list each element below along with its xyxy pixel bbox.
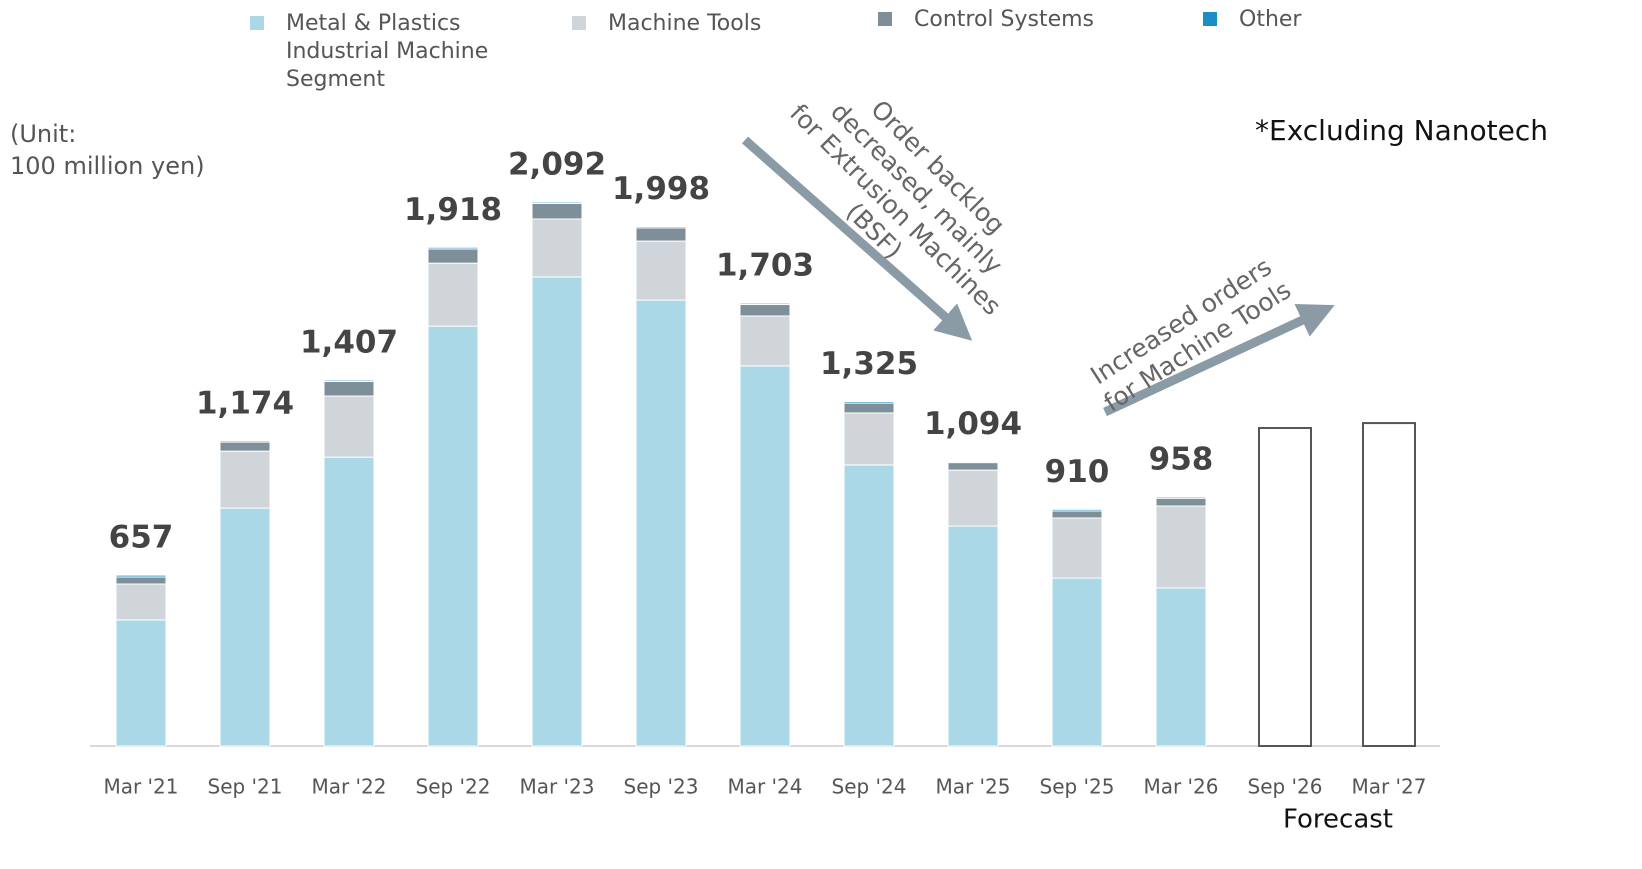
x-tick-label: Mar '24 (727, 775, 802, 799)
total-label: 958 (1149, 441, 1214, 477)
bar-segment (1155, 587, 1207, 747)
legend-item: Machine Tools (572, 10, 828, 38)
legend-label: Machine Tools (608, 11, 762, 36)
x-tick-label: Sep '22 (416, 775, 491, 799)
x-tick-label: Sep '25 (1040, 775, 1115, 799)
forecast-bar (1362, 422, 1416, 747)
bar-segment (115, 574, 167, 578)
bar-segment (323, 456, 375, 747)
bar-segment (219, 507, 271, 747)
bar-segment (1155, 496, 1207, 499)
x-tick-label: Sep '23 (624, 775, 699, 799)
forecast-bar (1258, 427, 1312, 747)
bar-segment (843, 402, 895, 414)
bar-segment (427, 246, 479, 250)
total-label: 1,325 (820, 346, 918, 382)
bar-segment (635, 240, 687, 301)
bar-segment (635, 226, 687, 229)
total-label: 1,407 (300, 325, 398, 361)
bar-segment (1051, 577, 1103, 747)
bar-segment (947, 462, 999, 471)
bar-segment (739, 304, 791, 317)
legend-label: Other (1239, 7, 1302, 32)
unit-label: 100 million yen) (10, 152, 205, 180)
bar-segment (115, 619, 167, 747)
bar-segment (739, 365, 791, 747)
bar-segment (531, 276, 583, 747)
arrow-up (1103, 304, 1335, 417)
bar-segment (947, 461, 999, 464)
bar-segment (323, 395, 375, 458)
note: *Excluding Nanotech (1255, 114, 1548, 147)
bar-segment (323, 379, 375, 382)
bar-segment (219, 450, 271, 509)
bar-segment (843, 464, 895, 747)
total-label: 657 (109, 520, 174, 556)
legend-label: Control Systems (914, 7, 1095, 32)
bar-segment (1051, 517, 1103, 579)
bar-segment (635, 299, 687, 747)
legend-label: Metal & Plastics Industrial Machine Segm… (286, 11, 489, 92)
x-tick-label: Mar '25 (935, 775, 1010, 799)
x-tick-label: Mar '22 (311, 775, 386, 799)
total-label: 1,703 (716, 248, 814, 284)
x-tick-label: Mar '21 (103, 775, 178, 799)
legend-item: Metal & Plastics Industrial Machine Segm… (250, 10, 526, 94)
total-label: 1,094 (924, 406, 1022, 442)
legend-item: Control Systems (878, 6, 1174, 34)
total-label: 910 (1045, 454, 1110, 490)
bar-segment (947, 525, 999, 747)
x-tick-label: Mar '23 (519, 775, 594, 799)
bar-segment (427, 248, 479, 264)
bar-segment (1051, 508, 1103, 512)
bar-segment (531, 202, 583, 220)
legend-item: Other (1203, 6, 1399, 34)
bar-segment (947, 469, 999, 527)
total-label: 1,918 (404, 192, 502, 228)
bar-segment (115, 583, 167, 621)
legend-swatch (1203, 12, 1217, 26)
x-tick-label: Sep '24 (832, 775, 907, 799)
bar-segment (843, 412, 895, 466)
total-label: 2,092 (508, 147, 606, 183)
bar-segment (115, 576, 167, 585)
bar-segment (635, 227, 687, 242)
bar-segment (1051, 510, 1103, 519)
bar-segment (531, 218, 583, 278)
arrow-down (742, 136, 973, 341)
bar-segment (531, 201, 583, 204)
bar-segment (323, 380, 375, 397)
total-label: 1,174 (196, 385, 294, 421)
x-tick-label: Sep '21 (208, 775, 283, 799)
x-tick-label: Sep '26 (1248, 775, 1323, 799)
bar-segment (219, 441, 271, 452)
bar-segment (1155, 505, 1207, 589)
x-tick-label: Mar '27 (1351, 775, 1426, 799)
bar-segment (843, 401, 895, 404)
total-label: 1,998 (612, 171, 710, 207)
bar-segment (739, 302, 791, 306)
bar-segment (427, 325, 479, 747)
bar-segment (219, 440, 271, 443)
unit-label: (Unit: (10, 120, 76, 148)
legend-swatch (878, 12, 892, 26)
bar-segment (1155, 497, 1207, 507)
bar-segment (739, 315, 791, 367)
legend-swatch (250, 16, 264, 30)
legend-swatch (572, 16, 586, 30)
bar-segment (427, 262, 479, 327)
x-tick-label: Mar '26 (1143, 775, 1218, 799)
forecast-label: Forecast (1283, 805, 1393, 835)
